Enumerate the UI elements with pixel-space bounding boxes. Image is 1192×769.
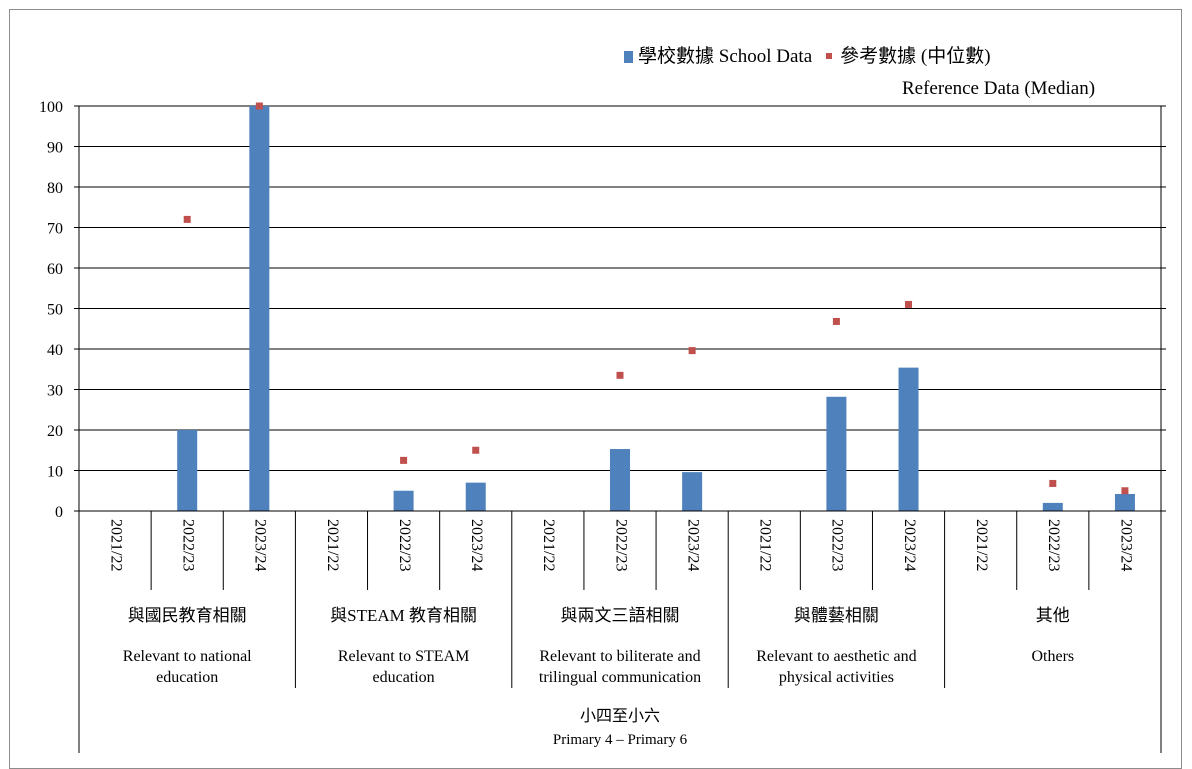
y-tick-label: 20 [47,423,63,440]
legend-swatch-school [624,51,633,63]
group-label-en: Relevant to national [123,648,252,665]
reference-marker [255,102,263,110]
bar [826,396,847,511]
bar [1114,493,1135,511]
x-tick-label: 2021/22 [973,519,990,571]
bar [393,490,414,511]
reference-marker [1121,487,1129,495]
x-tick-label: 2021/22 [107,519,124,571]
y-tick-label: 100 [39,99,63,116]
bar [177,430,198,511]
y-tick-label: 50 [47,302,63,319]
legend-row-2: Reference Data (Median) [902,77,1095,101]
group-label-en: physical activities [779,669,894,686]
group-label-zh: 與STEAM 教育相關 [330,606,477,625]
reference-marker [905,300,913,308]
group-label-en: education [156,669,218,686]
x-tick-label: 2022/23 [1045,519,1062,571]
x-tick-label: 2023/24 [252,519,269,571]
chart: 0 10 20 30 40 50 60 70 80 90 100 2021/22 2022/23 2023… [39,99,1166,753]
legend: 學校數據 School Data 參考數據 (中位數) [624,45,991,69]
bar [465,482,486,511]
x-tick-label: 2023/24 [901,519,918,571]
bar [898,367,919,511]
x-tick-label: 2021/22 [540,519,557,571]
y-tick-label: 70 [47,221,63,238]
group-label-en: trilingual communication [539,669,701,686]
group-label-en: Relevant to STEAM [338,648,470,665]
outer-group-label-en: Primary 4 – Primary 6 [553,732,688,748]
reference-marker [183,215,191,223]
group-label-zh: 與國民教育相關 [128,606,247,625]
bar [682,472,703,511]
y-tick-label: 30 [47,383,63,400]
legend-label-reference-line2: Reference Data (Median) [902,78,1096,99]
reference-marker [616,371,624,379]
x-tick-label: 2023/24 [468,519,485,571]
x-tick-label: 2022/23 [612,519,629,571]
reference-marker [1049,479,1057,487]
group-label-zh: 與體藝相關 [794,606,879,625]
group-label-en: Relevant to aesthetic and [756,648,916,665]
legend-label-school: 學校數據 School Data [638,46,813,67]
legend-swatch-reference [826,53,833,59]
x-tick-label: 2022/23 [180,519,197,571]
bar [249,106,270,511]
y-tick-label: 90 [47,140,63,157]
reference-marker [400,456,408,464]
bar [610,449,630,511]
y-tick-label: 40 [47,342,63,359]
group-label-zh: 與兩文三語相關 [561,606,680,625]
x-tick-label: 2022/23 [829,519,846,571]
y-tick-label: 0 [55,504,63,521]
x-tick-label: 2023/24 [684,519,701,571]
legend-label-reference-line1: 參考數據 (中位數) [840,46,991,67]
legend-row-1: 學校數據 School Data 參考數據 (中位數) [624,45,991,69]
y-tick-label: 60 [47,261,63,278]
y-tick-label: 80 [47,180,63,197]
bar [1042,502,1063,511]
reference-marker [688,347,696,355]
y-tick-label: 10 [47,464,63,481]
x-tick-label: 2021/22 [324,519,341,571]
outer-group-label-zh: 小四至小六 [580,707,660,725]
x-tick-label: 2023/24 [1117,519,1134,571]
reference-marker [472,446,480,454]
group-label-en: education [372,669,434,686]
group-label-en: Relevant to biliterate and [539,648,700,665]
x-tick-label: 2021/22 [757,519,774,571]
x-tick-label: 2022/23 [396,519,413,571]
reference-marker [832,317,840,325]
group-label-en: Others [1031,648,1074,665]
group-label-zh: 其他 [1036,606,1070,625]
